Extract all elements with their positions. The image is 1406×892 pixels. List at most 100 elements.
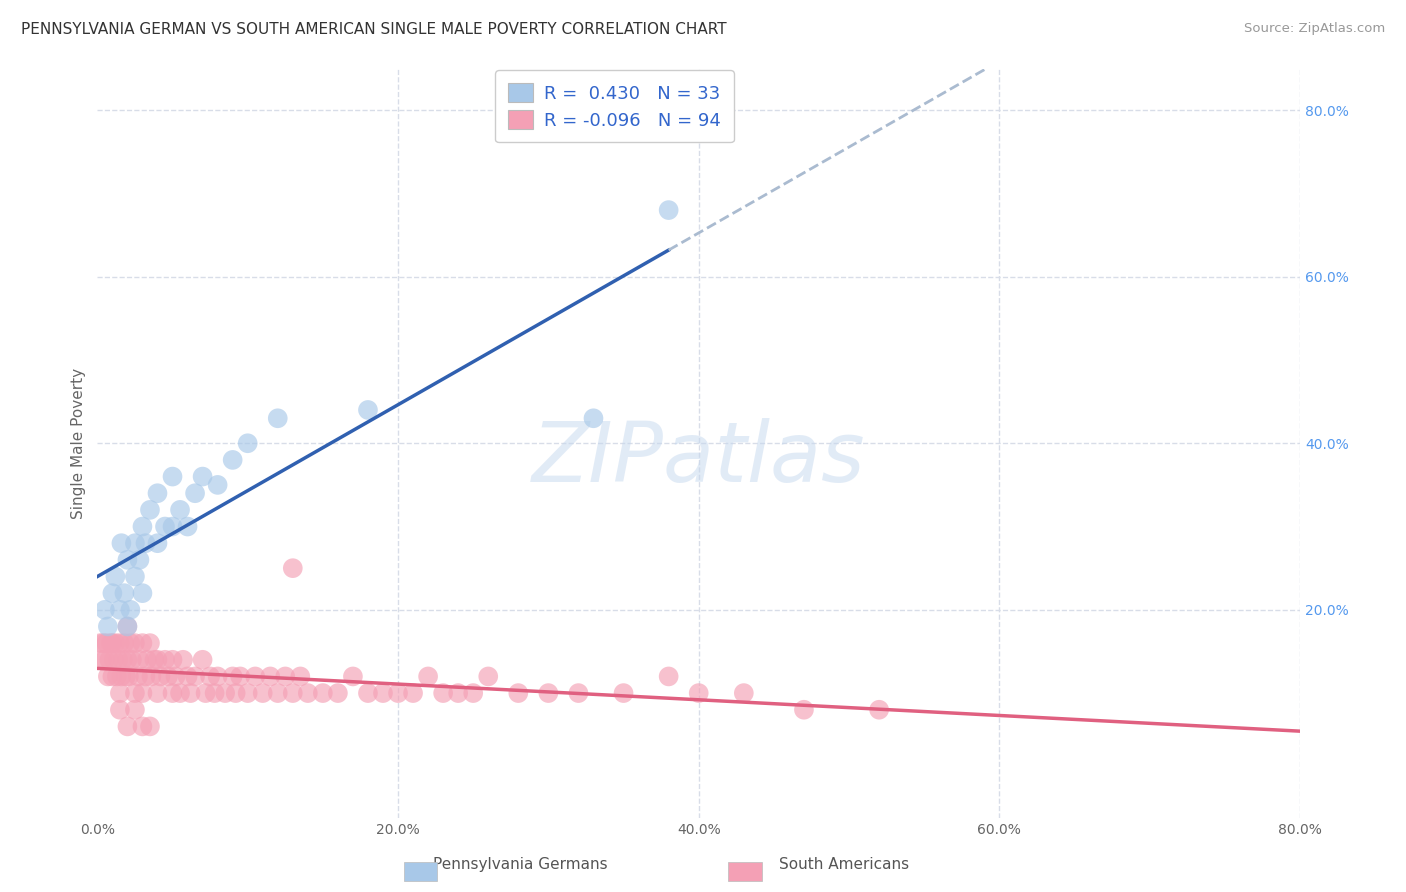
Point bbox=[281, 561, 304, 575]
Point bbox=[111, 653, 134, 667]
Point bbox=[124, 536, 146, 550]
Point bbox=[139, 636, 162, 650]
Point bbox=[207, 669, 229, 683]
Point bbox=[432, 686, 454, 700]
Point bbox=[290, 669, 312, 683]
Point bbox=[124, 703, 146, 717]
Point bbox=[868, 703, 890, 717]
Point bbox=[191, 653, 214, 667]
Point bbox=[120, 603, 142, 617]
Point bbox=[139, 503, 162, 517]
Point bbox=[236, 686, 259, 700]
Text: ZIPatlas: ZIPatlas bbox=[531, 417, 866, 499]
Point bbox=[141, 669, 163, 683]
Point bbox=[252, 686, 274, 700]
Point bbox=[463, 686, 485, 700]
Point bbox=[117, 619, 139, 633]
Point bbox=[537, 686, 560, 700]
Point bbox=[139, 719, 162, 733]
Point bbox=[118, 669, 141, 683]
Point bbox=[162, 469, 184, 483]
Point bbox=[146, 486, 169, 500]
Point bbox=[124, 686, 146, 700]
Point bbox=[101, 586, 124, 600]
Point bbox=[274, 669, 297, 683]
Point bbox=[371, 686, 394, 700]
Point bbox=[128, 553, 150, 567]
Point bbox=[312, 686, 335, 700]
Point bbox=[121, 653, 143, 667]
Point bbox=[194, 686, 217, 700]
Point bbox=[89, 636, 111, 650]
Point bbox=[176, 669, 198, 683]
Legend: R =  0.430   N = 33, R = -0.096   N = 94: R = 0.430 N = 33, R = -0.096 N = 94 bbox=[495, 70, 734, 143]
Point bbox=[146, 686, 169, 700]
Point bbox=[149, 669, 172, 683]
Point bbox=[184, 486, 207, 500]
Point bbox=[96, 636, 118, 650]
Point bbox=[582, 411, 605, 425]
Point bbox=[191, 469, 214, 483]
Point bbox=[156, 669, 179, 683]
Text: South Americans: South Americans bbox=[779, 857, 908, 872]
Point bbox=[225, 686, 247, 700]
Point bbox=[117, 619, 139, 633]
Point bbox=[117, 719, 139, 733]
Point bbox=[169, 503, 191, 517]
Point bbox=[267, 411, 290, 425]
Point bbox=[357, 686, 380, 700]
Point bbox=[143, 653, 166, 667]
Point bbox=[658, 203, 681, 218]
Point bbox=[110, 669, 132, 683]
Point bbox=[120, 636, 142, 650]
Point bbox=[214, 686, 236, 700]
Point bbox=[447, 686, 470, 700]
Point bbox=[688, 686, 710, 700]
Point bbox=[198, 669, 221, 683]
Point bbox=[101, 669, 124, 683]
Point bbox=[117, 553, 139, 567]
Point bbox=[176, 519, 198, 533]
Point bbox=[110, 536, 132, 550]
Point bbox=[162, 686, 184, 700]
Point bbox=[112, 586, 135, 600]
Point bbox=[326, 686, 349, 700]
Point bbox=[180, 686, 202, 700]
Point bbox=[108, 703, 131, 717]
Point bbox=[733, 686, 755, 700]
Point bbox=[128, 653, 150, 667]
Point bbox=[124, 569, 146, 583]
Point bbox=[127, 669, 149, 683]
Point bbox=[259, 669, 281, 683]
Point bbox=[281, 686, 304, 700]
Point bbox=[658, 669, 681, 683]
Point bbox=[229, 669, 252, 683]
Point bbox=[172, 653, 194, 667]
Point bbox=[131, 719, 153, 733]
Text: PENNSYLVANIA GERMAN VS SOUTH AMERICAN SINGLE MALE POVERTY CORRELATION CHART: PENNSYLVANIA GERMAN VS SOUTH AMERICAN SI… bbox=[21, 22, 727, 37]
Point bbox=[221, 669, 243, 683]
Point bbox=[98, 653, 121, 667]
Point bbox=[416, 669, 439, 683]
Point bbox=[236, 436, 259, 450]
Point bbox=[131, 686, 153, 700]
Point bbox=[184, 669, 207, 683]
Point bbox=[169, 686, 191, 700]
Point bbox=[103, 653, 125, 667]
Point bbox=[162, 519, 184, 533]
Point bbox=[387, 686, 409, 700]
Point bbox=[297, 686, 319, 700]
Point bbox=[90, 653, 112, 667]
Point bbox=[108, 603, 131, 617]
Point bbox=[131, 519, 153, 533]
Point bbox=[97, 669, 120, 683]
Point bbox=[165, 669, 187, 683]
Point bbox=[108, 686, 131, 700]
Point bbox=[267, 686, 290, 700]
Point bbox=[402, 686, 425, 700]
Point bbox=[93, 636, 115, 650]
Text: Source: ZipAtlas.com: Source: ZipAtlas.com bbox=[1244, 22, 1385, 36]
Point bbox=[477, 669, 499, 683]
Point bbox=[207, 478, 229, 492]
Point bbox=[107, 653, 129, 667]
